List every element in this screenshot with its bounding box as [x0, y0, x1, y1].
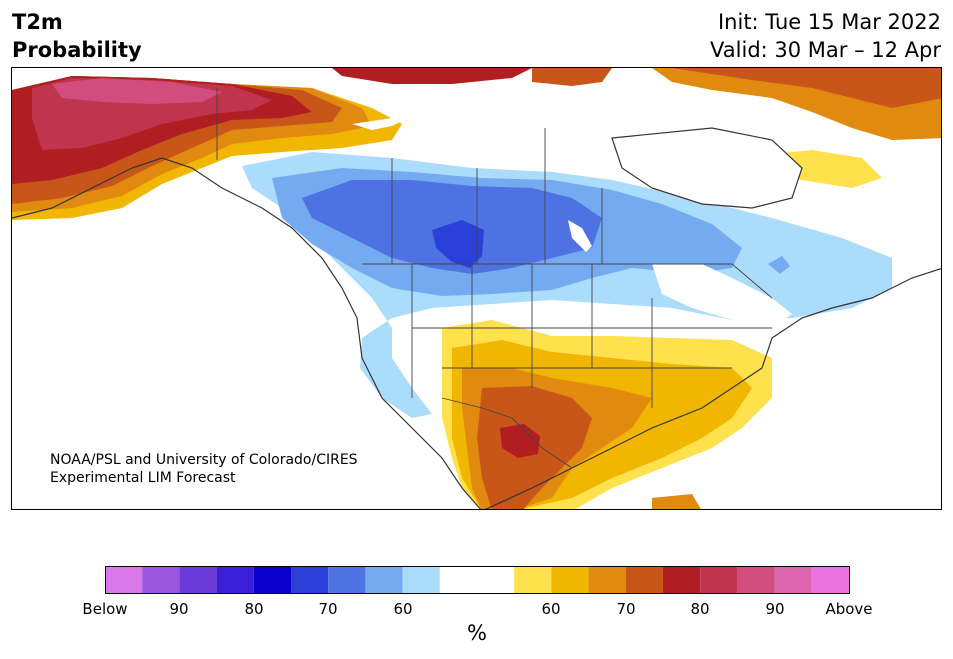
cold-region-spot: [768, 256, 790, 274]
colorbar-tick-above-90: 90: [765, 600, 785, 618]
colorbar-tick-below-70: 70: [318, 600, 338, 618]
colorbar-tick-above-80: 80: [690, 600, 710, 618]
warm-region-cuba: [652, 494, 701, 509]
colorbar-swatch-b65: [328, 566, 366, 594]
colorbar-swatch-b90: [142, 566, 180, 594]
colorbar-tick-below-60: 60: [393, 600, 413, 618]
warm-region-arctic-red: [332, 68, 532, 84]
great-lakes: [652, 264, 792, 328]
colorbar-tick-above-60: 60: [541, 600, 561, 618]
colorbar-tick-below-80: 80: [244, 600, 264, 618]
colorbar-swatch-neutral: [439, 566, 515, 594]
title-type: Probability: [12, 38, 142, 62]
colorbar-swatch-a85: [737, 566, 775, 594]
map-canvas: [12, 68, 941, 509]
colorbar-swatch-below: [105, 566, 143, 594]
colorbar-swatch-a75: [663, 566, 701, 594]
colorbar-swatch-a55: [514, 566, 552, 594]
colorbar-tick-above: Above: [825, 600, 873, 618]
colorbar-swatch-b60: [365, 566, 403, 594]
warm-region-arctic-orange: [532, 68, 612, 86]
hudson-bay: [612, 128, 802, 208]
colorbar-swatch-a60: [551, 566, 589, 594]
forecast-map: NOAA/PSL and University of Colorado/CIRE…: [11, 67, 942, 510]
colorbar-swatch-a70: [625, 566, 663, 594]
colorbar-swatch-above: [811, 566, 849, 594]
colorbar-swatch-b80: [216, 566, 254, 594]
colorbar-swatch-a65: [588, 566, 626, 594]
colorbar-swatch-b70: [291, 566, 329, 594]
warm-region-alaska-pink: [52, 78, 222, 104]
colorbar-tick-above-70: 70: [616, 600, 636, 618]
colorbar-swatch-a80: [700, 566, 738, 594]
title-variable: T2m: [12, 10, 63, 34]
colorbar-swatch-b85: [179, 566, 217, 594]
valid-range: Valid: 30 Mar – 12 Apr: [710, 38, 941, 62]
colorbar-outline: [105, 566, 850, 594]
colorbar-swatch-b75: [253, 566, 291, 594]
colorbar-swatch-a90: [774, 566, 812, 594]
colorbar: [105, 566, 850, 594]
colorbar-tick-below-90: 90: [169, 600, 189, 618]
political-borders: [216, 88, 773, 469]
lake-great-slave: [352, 116, 412, 130]
plot-title: T2m Probability: [12, 8, 142, 64]
forecast-dates: Init: Tue 15 Mar 2022 Valid: 30 Mar – 12…: [710, 8, 941, 64]
warm-region-labrador-rust: [672, 68, 941, 108]
warm-region-south-red: [500, 424, 540, 458]
credit-institution: NOAA/PSL and University of Colorado/CIRE…: [50, 452, 358, 468]
lake-winnipeg: [568, 220, 592, 252]
map-credit: NOAA/PSL and University of Colorado/CIRE…: [50, 451, 358, 487]
colorbar-unit: %: [467, 621, 487, 645]
colorbar-tick-below: Below: [82, 600, 128, 618]
cold-region-deep: [432, 220, 484, 268]
colorbar-swatch-b55: [402, 566, 440, 594]
credit-product: Experimental LIM Forecast: [50, 470, 236, 486]
init-date: Init: Tue 15 Mar 2022: [717, 10, 941, 34]
coastlines: [12, 127, 941, 509]
